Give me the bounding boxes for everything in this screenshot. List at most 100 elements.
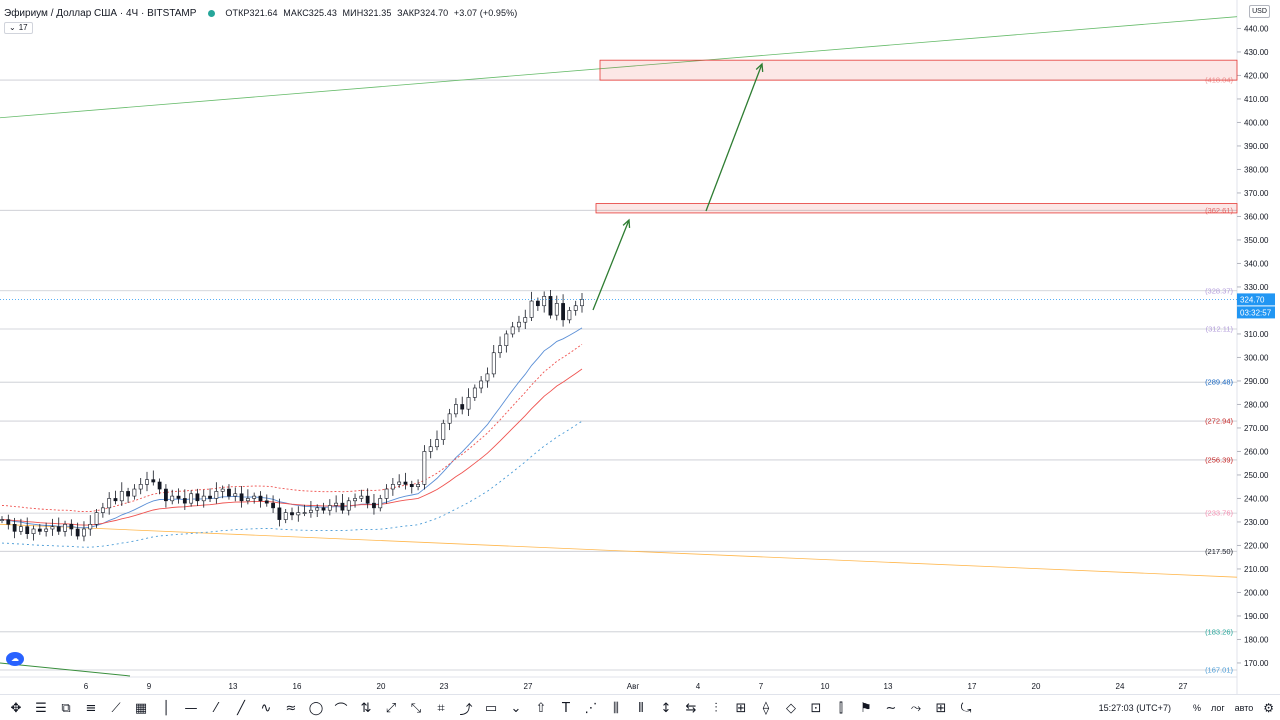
volume-profile-icon[interactable]: ⫿ bbox=[838, 700, 844, 716]
cursor-icon[interactable]: ✥ bbox=[10, 700, 22, 716]
short-icon[interactable]: ▭ bbox=[484, 700, 498, 716]
path-icon[interactable]: ⤢ bbox=[385, 700, 397, 716]
arc-icon[interactable]: ⌗ bbox=[437, 700, 445, 716]
price-tick-label: 340.00 bbox=[1244, 259, 1269, 268]
candle-body bbox=[447, 413, 452, 424]
price-tick-label: 380.00 bbox=[1244, 165, 1269, 174]
curve-icon[interactable]: ⤿ bbox=[960, 700, 972, 716]
candle-body bbox=[491, 352, 496, 375]
price-tick-label: 400.00 bbox=[1244, 118, 1269, 127]
lock-icon[interactable]: ∿ bbox=[260, 700, 272, 716]
candle-body bbox=[56, 526, 61, 532]
candle-body bbox=[479, 380, 484, 389]
note-icon[interactable]: ⫼ bbox=[613, 700, 619, 716]
price-tick-label: 280.00 bbox=[1244, 400, 1269, 409]
price-tick-label: 270.00 bbox=[1244, 424, 1269, 433]
auto-toggle[interactable]: авто bbox=[1234, 703, 1254, 713]
price-tick-label: 200.00 bbox=[1244, 588, 1269, 597]
market-status-dot bbox=[208, 9, 216, 17]
candle-body bbox=[6, 519, 11, 525]
percent-toggle[interactable]: % bbox=[1192, 703, 1201, 713]
zoom-icon[interactable]: ⁄ bbox=[214, 700, 218, 716]
candle-body bbox=[523, 317, 528, 323]
tool-icons: ✥ ☰ ⧉ ≡ ⟋ ▦ │ — ⁄ ╱ ∿ ≈ ◯ ⌒ ⇅ ⤢ ⤡ ⌗ ⤴ ▭ ⌄ ⇧ T ⋰ ⫼ ⫴ ↕ ⇆ ⫶ ⊞ ⟠ ◇ ⊡ ⫿ ⚑ ∼ ⤳ ⊞ ⤿ bbox=[6, 698, 976, 718]
candle-body bbox=[271, 502, 275, 509]
brush-icon[interactable]: ⇅ bbox=[360, 700, 372, 716]
candle-body bbox=[63, 523, 67, 532]
countdown-label: 03:32:57 bbox=[1240, 308, 1272, 317]
date-range-icon[interactable]: ↕ bbox=[660, 700, 672, 716]
log-toggle[interactable]: лог bbox=[1210, 703, 1225, 713]
sine-icon[interactable]: ∼ bbox=[885, 700, 897, 716]
arrow-up-icon[interactable]: T bbox=[562, 700, 570, 716]
measure-icon[interactable]: — bbox=[184, 700, 198, 716]
price-tick-label: 220.00 bbox=[1244, 541, 1269, 550]
candle-body bbox=[510, 326, 515, 335]
shapes-icon[interactable]: ⟋ bbox=[111, 700, 121, 716]
candle-body bbox=[283, 512, 288, 520]
candle-body bbox=[220, 488, 225, 492]
long-icon[interactable]: ⤴ bbox=[459, 702, 473, 718]
candle-body bbox=[233, 493, 238, 497]
candle-body bbox=[113, 498, 118, 502]
clock-timezone[interactable]: 15:27:03 (UTC+7) bbox=[1098, 703, 1171, 713]
ohlc-low: МИН321.35 bbox=[342, 8, 392, 18]
price-tick-label: 250.00 bbox=[1244, 471, 1269, 480]
candle-body bbox=[88, 523, 93, 530]
tradingview-logo-icon[interactable]: ☁ bbox=[6, 652, 24, 666]
candle-body bbox=[422, 451, 427, 485]
gear-icon[interactable]: ⚙ bbox=[1263, 701, 1274, 715]
price-tick-label: 230.00 bbox=[1244, 518, 1269, 527]
gann-icon[interactable]: ⧉ bbox=[61, 700, 71, 716]
time-tick-label: 20 bbox=[1032, 682, 1041, 691]
symbol-title[interactable]: Эфириум / Доллар США · 4Ч · BITSTAMP bbox=[4, 7, 197, 19]
callout-icon[interactable]: ⇧ bbox=[535, 700, 547, 716]
time-tick-label: 6 bbox=[84, 682, 89, 691]
visibility-icon[interactable]: ≈ bbox=[285, 700, 297, 716]
patterns-icon[interactable]: │ bbox=[162, 700, 170, 716]
level-label: (289.48) bbox=[1205, 378, 1233, 387]
indicators-toggle[interactable]: ⌄ 17 bbox=[4, 22, 33, 34]
bars-pattern-icon[interactable]: ⫶ bbox=[714, 700, 718, 716]
text-icon[interactable]: ▦ bbox=[134, 700, 148, 716]
price-tick-label: 430.00 bbox=[1244, 48, 1269, 57]
projection-icon[interactable]: ⟠ bbox=[762, 700, 770, 716]
ghost-feed-icon[interactable]: ⊞ bbox=[735, 700, 747, 716]
remove-icon[interactable]: ◯ bbox=[308, 700, 324, 716]
pitchfork-icon[interactable]: ⌒ bbox=[334, 702, 348, 718]
ema-slow-line bbox=[1, 368, 583, 526]
drawing-toolbar: ✥ ☰ ⧉ ≡ ⟋ ▦ │ — ⁄ ╱ ∿ ≈ ◯ ⌒ ⇅ ⤢ ⤡ ⌗ ⤴ ▭ ⌄ ⇧ T ⋰ ⫼ ⫴ ↕ ⇆ ⫶ ⊞ ⟠ ◇ ⊡ ⫿ ⚑ ∼ ⤳ ⊞ ⤿ … bbox=[0, 694, 1280, 720]
time-tick-label: 16 bbox=[293, 682, 302, 691]
candle-body bbox=[334, 502, 339, 506]
candle-body bbox=[441, 422, 446, 441]
price-range-icon[interactable]: ⫴ bbox=[638, 700, 644, 716]
arrow-down-icon[interactable]: ⋰ bbox=[584, 700, 598, 716]
candle-body bbox=[44, 528, 49, 532]
currency-button[interactable]: USD bbox=[1249, 5, 1270, 18]
fixed-range-icon[interactable]: ⊡ bbox=[810, 700, 822, 716]
magnet-icon[interactable]: ╱ bbox=[237, 700, 245, 716]
green-trend-line-low bbox=[0, 662, 131, 677]
price-chart[interactable]: 440.00 430.00 420.00 410.00 400.00 390.00 380.… bbox=[0, 0, 1280, 694]
anchored-vwap-icon[interactable]: ◇ bbox=[786, 700, 796, 716]
grid-icon[interactable]: ⊞ bbox=[935, 700, 947, 716]
price-tick-label: 240.00 bbox=[1244, 494, 1269, 503]
level-label: (256.39) bbox=[1205, 455, 1233, 464]
forecast-icon[interactable]: ⇆ bbox=[685, 700, 697, 716]
trend-lines-icon[interactable]: ☰ bbox=[35, 700, 47, 716]
candle-body bbox=[138, 484, 143, 490]
candle-body bbox=[498, 345, 502, 354]
candle-body bbox=[384, 488, 389, 499]
path-2-icon[interactable]: ⤳ bbox=[910, 700, 922, 716]
fib-icon[interactable]: ≡ bbox=[85, 700, 97, 716]
text-tool-icon[interactable]: ⌄ bbox=[510, 700, 522, 716]
candle-body bbox=[37, 528, 42, 532]
time-tick-label: 23 bbox=[440, 682, 449, 691]
price-tick-label: 290.00 bbox=[1244, 377, 1269, 386]
flag-icon[interactable]: ⚑ bbox=[860, 700, 872, 716]
candle-body bbox=[353, 498, 357, 502]
candle-body bbox=[378, 498, 383, 509]
candle-body bbox=[170, 495, 175, 502]
circle-icon[interactable]: ⤡ bbox=[410, 700, 422, 716]
time-tick-label: 20 bbox=[377, 682, 386, 691]
